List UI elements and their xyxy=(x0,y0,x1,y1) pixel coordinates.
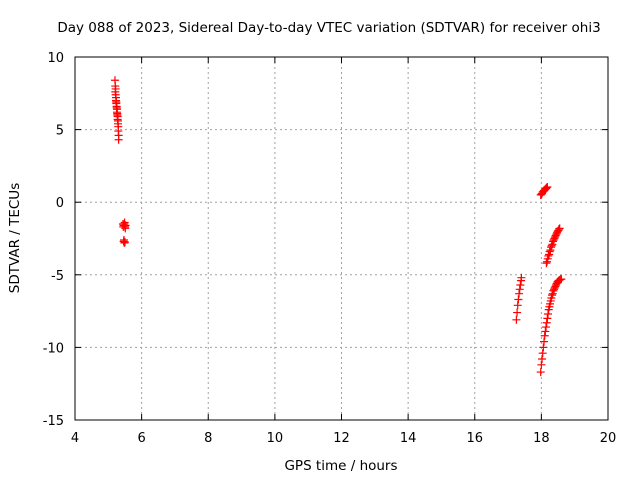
data-point-arc-3 xyxy=(514,295,523,304)
data-point-arc-2 xyxy=(120,238,129,247)
x-tick-label: 16 xyxy=(466,431,483,446)
y-axis-label: SDTVAR / TECUs xyxy=(7,183,23,293)
data-point-arc-6 xyxy=(555,275,564,284)
data-point-arc-2 xyxy=(121,224,130,233)
gridlines xyxy=(75,57,608,420)
data-point-arc-6 xyxy=(540,337,549,346)
data-point-arc-4 xyxy=(542,183,551,192)
x-axis-label: GPS time / hours xyxy=(284,458,397,474)
data-point-arc-6 xyxy=(538,349,547,358)
data-point-arc-4 xyxy=(543,182,552,191)
data-point-arc-5 xyxy=(545,247,554,256)
x-tick-label: 10 xyxy=(267,431,284,446)
y-tick-label: -15 xyxy=(43,414,64,429)
data-point-arc-2 xyxy=(119,237,128,246)
data-point-arc-6 xyxy=(541,327,550,336)
x-tick-label: 12 xyxy=(333,431,350,446)
x-tick-label: 8 xyxy=(204,431,212,446)
y-tick-label: 5 xyxy=(56,124,64,139)
data-point-arc-5 xyxy=(555,225,564,234)
chart-title: Day 088 of 2023, Sidereal Day-to-day VTE… xyxy=(57,20,600,36)
data-point-arc-5 xyxy=(547,241,556,250)
data-point-arc-1 xyxy=(114,135,123,144)
data-point-arc-6 xyxy=(540,331,549,340)
x-tick-label: 18 xyxy=(533,431,550,446)
x-tick-label: 4 xyxy=(71,431,79,446)
data-point-arc-5 xyxy=(544,251,553,260)
data-point-arc-6 xyxy=(538,355,547,364)
y-tick-labels: 10 5 0 -5 -10 -15 xyxy=(43,51,64,429)
x-tick-label: 14 xyxy=(400,431,417,446)
data-point-arc-6 xyxy=(539,343,548,352)
data-point-arc-2 xyxy=(120,218,129,227)
tick-marks xyxy=(74,56,609,421)
x-tick-label: 20 xyxy=(600,431,617,446)
data-point-arc-3 xyxy=(515,289,524,298)
data-point-arc-5 xyxy=(555,224,564,233)
x-tick-label: 6 xyxy=(137,431,145,446)
data-point-arc-2 xyxy=(119,222,128,231)
data-point-arc-4 xyxy=(542,184,551,193)
data-point-arc-6 xyxy=(548,291,557,300)
data-point-arc-6 xyxy=(542,323,551,332)
data-point-arc-3 xyxy=(512,315,521,324)
y-tick-label: -5 xyxy=(51,269,64,284)
data-points xyxy=(110,76,566,377)
y-tick-label: 0 xyxy=(56,196,64,211)
data-point-arc-3 xyxy=(515,285,524,294)
y-tick-label: -10 xyxy=(43,341,64,356)
data-point-arc-6 xyxy=(543,314,552,323)
data-point-arc-2 xyxy=(120,238,129,247)
data-point-arc-3 xyxy=(513,308,522,317)
data-point-arc-6 xyxy=(537,360,546,369)
data-point-arc-6 xyxy=(544,310,553,319)
data-point-arc-3 xyxy=(517,273,526,282)
data-point-arc-6 xyxy=(536,368,545,377)
x-tick-labels: 4 6 8 10 12 14 16 18 20 xyxy=(71,431,616,446)
y-tick-label: 10 xyxy=(47,51,64,66)
data-point-arc-3 xyxy=(516,280,525,289)
data-point-arc-6 xyxy=(557,275,566,284)
data-point-arc-6 xyxy=(542,318,551,327)
data-point-arc-5 xyxy=(542,259,551,268)
data-point-arc-3 xyxy=(513,301,522,310)
